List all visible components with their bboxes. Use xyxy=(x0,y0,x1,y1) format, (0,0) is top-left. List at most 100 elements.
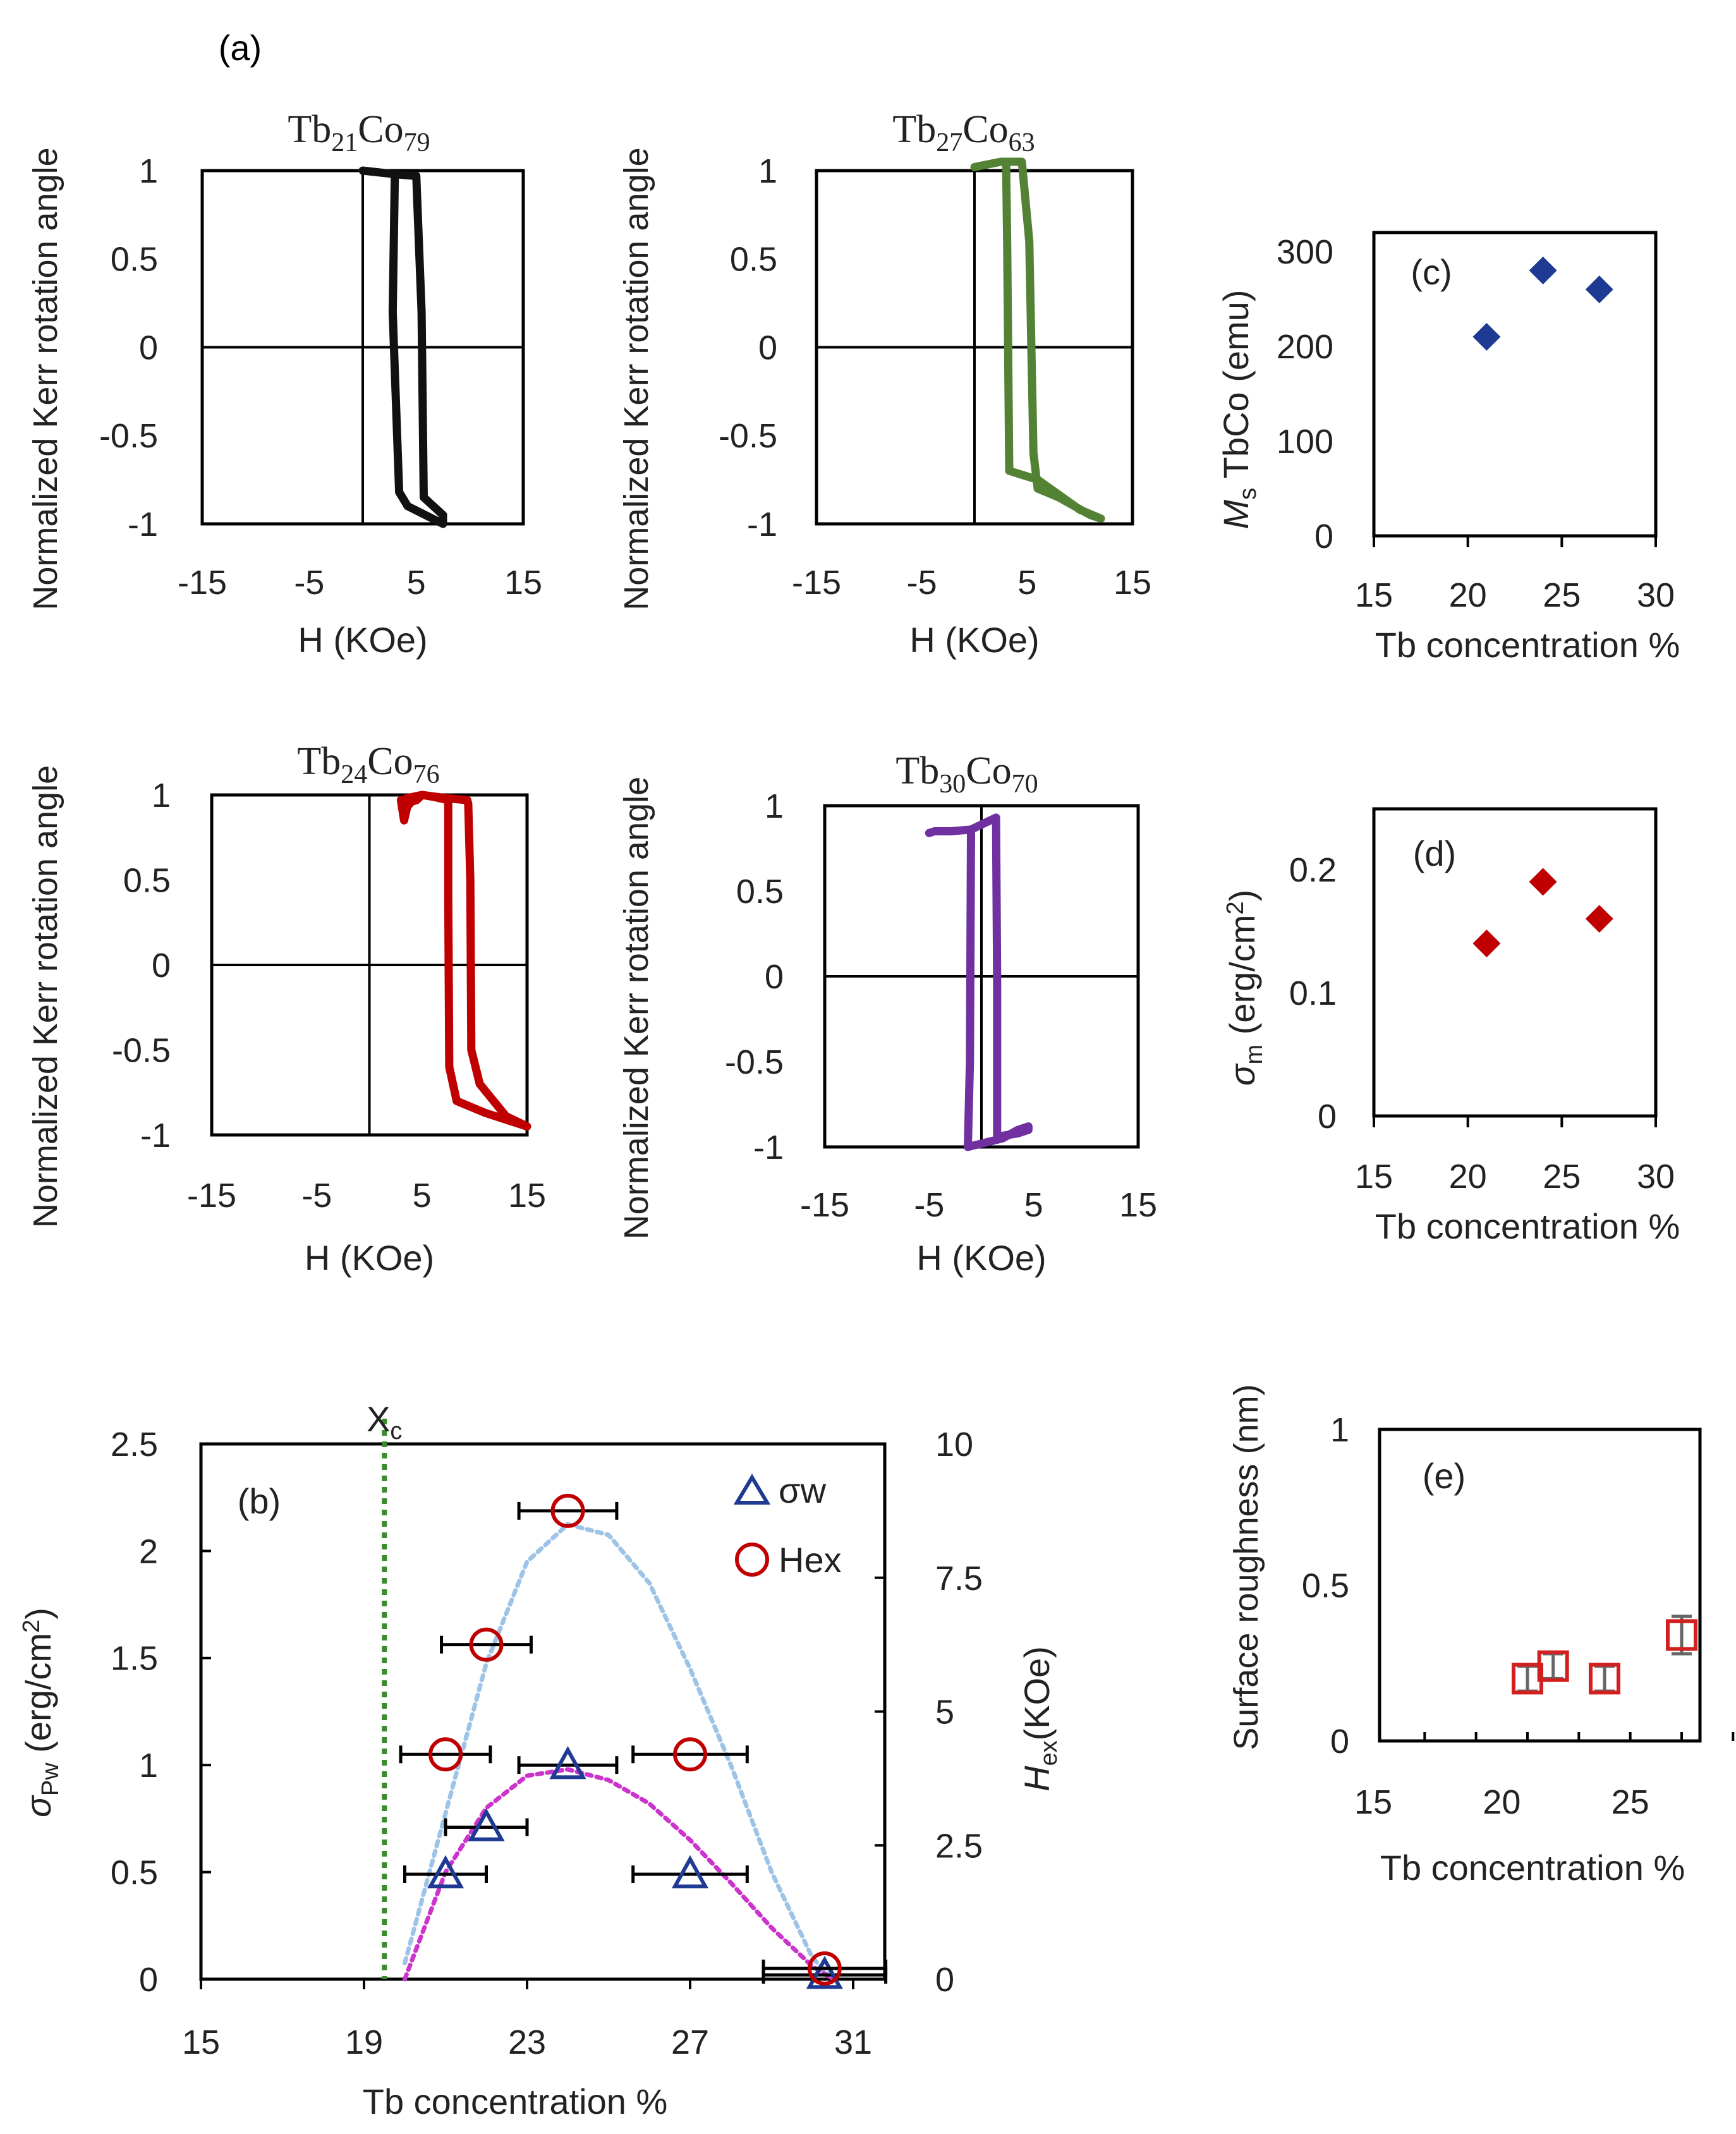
a3-hysteresis-loop xyxy=(396,791,531,1131)
b-ylabel-left-text: (erg/cm xyxy=(18,1633,58,1762)
b-sigma-point xyxy=(806,1956,843,1989)
a1-xtick-label: -15 xyxy=(178,564,227,602)
a4-ytick-label: 0.5 xyxy=(736,873,784,911)
e-xlabel: Tb concentration % xyxy=(1380,1848,1685,1888)
a2-title-element1: Tb xyxy=(892,108,936,151)
c-ylabel-symbol: M xyxy=(1216,499,1256,529)
c-ytick-label: 100 xyxy=(1277,423,1333,461)
a1-ytick-label: 0 xyxy=(139,329,158,367)
a3-title: Tb24Co76 xyxy=(297,740,439,789)
c-data-point xyxy=(1472,323,1501,351)
d-ytick-label: 0.1 xyxy=(1289,974,1337,1012)
b-fit-curve xyxy=(403,1522,835,1982)
b-legend-circle-icon xyxy=(735,1543,769,1577)
b-ylabel-left-sup: 2 xyxy=(18,1620,45,1633)
b-xc-label: Xc xyxy=(367,1399,402,1445)
a2-title-sub2: 63 xyxy=(1009,128,1035,157)
figure-label: (a) xyxy=(219,28,262,68)
a4-title: Tb30Co70 xyxy=(895,749,1038,799)
a3-ytick-label: -0.5 xyxy=(112,1031,171,1069)
a1-xlabel: H (KOe) xyxy=(298,620,427,660)
a4-title-sub1: 30 xyxy=(939,770,966,799)
b-xtick-label: 27 xyxy=(671,2023,709,2061)
a4-xtick-label: 5 xyxy=(1024,1186,1043,1224)
a3-ytick-label: 0 xyxy=(152,947,171,985)
c-ytick-label: 300 xyxy=(1277,233,1333,271)
d-xtick-label: 25 xyxy=(1543,1158,1581,1196)
b-xc-label-main: X xyxy=(367,1399,390,1439)
b-legend-triangle-icon xyxy=(733,1474,771,1505)
a2-ytick-label: 1 xyxy=(758,152,777,190)
b-ytick-label: 2 xyxy=(139,1532,158,1570)
d-ylabel-symbol: σ xyxy=(1222,1063,1262,1086)
e-xtick-label: 25 xyxy=(1612,1783,1649,1821)
c-panel-label: (c) xyxy=(1411,252,1452,292)
d-xlabel: Tb concentration % xyxy=(1375,1206,1680,1246)
d-ylabel-text: (erg/cm xyxy=(1222,915,1262,1045)
c-xtick-label: 30 xyxy=(1637,576,1675,614)
b-ytick-label: 0.5 xyxy=(111,1854,158,1892)
b-sigma-point xyxy=(549,1746,586,1779)
e-plot-frame xyxy=(1378,1428,1702,1743)
a1-title-sub2: 79 xyxy=(404,128,430,157)
e-data-point xyxy=(1666,1619,1697,1651)
b-ylabel-right: Hex(KOe) xyxy=(1017,1646,1062,1791)
a2-hysteresis-loop xyxy=(970,157,1105,523)
a2-ytick-label: -1 xyxy=(747,506,777,543)
b-sigma-point xyxy=(671,1855,709,1889)
b-xtick-label: 23 xyxy=(508,2023,546,2061)
a1-ytick-label: -0.5 xyxy=(99,417,158,455)
c-xtick-label: 15 xyxy=(1355,576,1393,614)
b-ylabel-right-text: (KOe) xyxy=(1017,1646,1057,1740)
a2-xtick-label: -15 xyxy=(792,564,841,602)
a2-ytick-label: -0.5 xyxy=(719,417,777,455)
b-xtick-label: 31 xyxy=(834,2023,872,2061)
a1-title-element1: Tb xyxy=(288,108,331,151)
b-xc-label-sub: c xyxy=(390,1418,402,1445)
c-ylabel-text: TbCo (emu) xyxy=(1216,290,1256,488)
a4-ytick-label: -1 xyxy=(753,1129,784,1167)
e-ytick-label: 0 xyxy=(1330,1723,1349,1761)
a4-ytick-label: -0.5 xyxy=(725,1043,784,1081)
a4-xtick-label: 15 xyxy=(1119,1186,1157,1224)
a4-ylabel: Normalized Kerr rotation angle xyxy=(617,777,655,1239)
c-data-point xyxy=(1585,276,1613,303)
b-hex-point xyxy=(673,1737,707,1772)
a2-xtick-label: 5 xyxy=(1017,564,1036,602)
a4-title-sub2: 70 xyxy=(1012,770,1038,799)
a1-ylabel: Normalized Kerr rotation angle xyxy=(27,147,64,610)
c-xtick-label: 20 xyxy=(1449,576,1487,614)
b-ylabel-left-symbol: σ xyxy=(18,1795,58,1817)
b-ytick-label: 1 xyxy=(139,1747,158,1785)
a1-title-sub1: 21 xyxy=(331,128,358,157)
a4-ytick-label: 1 xyxy=(765,787,784,825)
d-data-point xyxy=(1585,905,1613,933)
e-ytick-label: 0.5 xyxy=(1302,1567,1349,1604)
a2-title-element2: Co xyxy=(962,108,1008,151)
e-xtick-label: 15 xyxy=(1354,1783,1392,1821)
a2-xlabel: H (KOe) xyxy=(909,620,1039,660)
c-data-point xyxy=(1529,257,1557,284)
a2-ytick-label: 0.5 xyxy=(730,241,777,279)
b-ylabel-left: σPw (erg/cm2) xyxy=(18,1608,64,1817)
a1-ytick-label: 0.5 xyxy=(111,241,158,279)
c-ylabel: Ms TbCo (emu) xyxy=(1216,290,1261,530)
a2-xtick-label: 15 xyxy=(1114,564,1151,602)
a4-xlabel: H (KOe) xyxy=(916,1238,1046,1278)
b-ytick-label-right: 5 xyxy=(935,1694,954,1731)
a3-title-element1: Tb xyxy=(297,740,341,783)
a3-xlabel: H (KOe) xyxy=(305,1238,434,1278)
b-sigma-point xyxy=(468,1808,505,1841)
a1-hysteresis-loop xyxy=(358,166,447,528)
b-ytick-label-right: 2.5 xyxy=(935,1827,983,1865)
b-sigma-point xyxy=(427,1855,464,1889)
c-ytick-label: 200 xyxy=(1277,328,1333,366)
b-hex-point xyxy=(428,1737,463,1772)
a1-ytick-label: -1 xyxy=(128,506,158,543)
d-xtick-label: 15 xyxy=(1355,1158,1393,1196)
b-ytick-label: 0 xyxy=(139,1961,158,1999)
e-data-point xyxy=(1589,1663,1620,1695)
d-data-point xyxy=(1472,930,1501,957)
b-ylabel-right-symbol: H xyxy=(1017,1766,1057,1791)
